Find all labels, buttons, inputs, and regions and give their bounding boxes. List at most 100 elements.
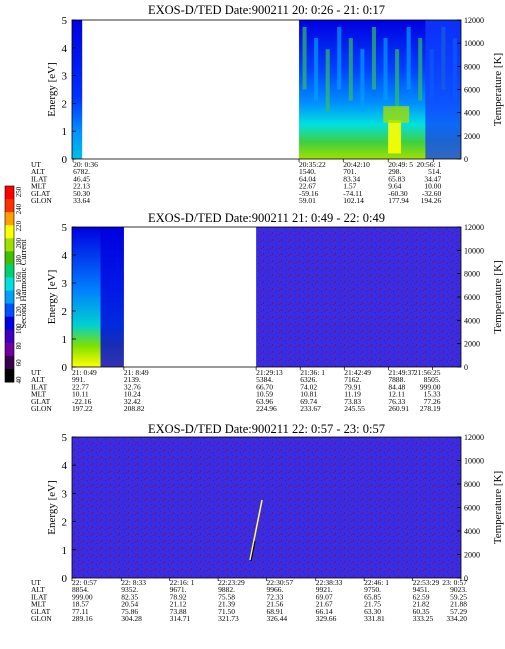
- data-hotspot: [388, 120, 402, 154]
- colorbar-tick-label: 250: [15, 186, 23, 197]
- colorbar-segment: [5, 316, 14, 331]
- ephemeris-row-label: MLT: [31, 182, 47, 191]
- y-tick-label: 4: [62, 460, 68, 472]
- y2-axis-label: Temperature [K]: [492, 260, 504, 333]
- spectrogram-panel: EXOS-D/TED Date:900211 22: 0:57 - 23: 0:…: [31, 422, 504, 623]
- ephemeris-row-label: GLON: [31, 404, 52, 413]
- ephemeris-value: 84.48: [388, 382, 405, 391]
- panel-title: EXOS-D/TED Date:900211 20: 0:26 - 21: 0:…: [148, 3, 385, 17]
- ephemeris-value: 74.02: [300, 382, 317, 391]
- ephemeris-value: 10.00: [424, 182, 441, 191]
- ephemeris-value: 9921.: [316, 585, 333, 594]
- ephemeris-value: 9451.: [413, 585, 430, 594]
- colorbar-segment: [5, 368, 14, 383]
- ephemeris-row-label: ILAT: [31, 592, 48, 601]
- ephemeris-value: 65.85: [364, 592, 381, 601]
- ephemeris-row-label: GLAT: [31, 607, 51, 616]
- ephemeris-value: 177.94: [388, 196, 409, 205]
- ephemeris-value: 22:16: 1: [170, 578, 195, 587]
- ephemeris-value: 329.66: [316, 614, 337, 623]
- ephemeris-value: 194.26: [421, 196, 442, 205]
- y-tick-label: 0: [62, 362, 68, 374]
- y-tick-label: 2: [62, 306, 68, 318]
- ephemeris-value: 514.: [428, 167, 441, 176]
- y-tick-label: 2: [62, 98, 68, 110]
- y-tick-label: 5: [62, 432, 68, 444]
- ephemeris-value: 10.24: [124, 390, 141, 399]
- ephemeris-value: 7888.: [388, 375, 405, 384]
- ephemeris-value: 233.67: [300, 404, 321, 413]
- y2-tick-label: 2000: [464, 551, 480, 560]
- ephemeris-row-label: UT: [31, 160, 41, 169]
- colorbar-segment: [5, 238, 14, 252]
- colorbar-tick-label: 140: [15, 289, 23, 300]
- y2-tick-label: 6000: [464, 86, 480, 95]
- ephemeris-value: 208.82: [124, 404, 145, 413]
- y-tick-label: 3: [62, 488, 68, 500]
- ephemeris-value: 7162.: [344, 375, 361, 384]
- ephemeris-value: 71.50: [218, 607, 235, 616]
- ephemeris-value: 21.88: [450, 600, 467, 609]
- data-stripe: [302, 26, 307, 90]
- ephemeris-row-label: ALT: [31, 375, 45, 384]
- ephemeris-value: 326.44: [267, 614, 288, 623]
- y2-tick-label: 8000: [464, 62, 480, 71]
- ephemeris-value: 197.22: [72, 404, 93, 413]
- colorbar-tick-label: 80: [15, 342, 23, 350]
- ephemeris-row-label: MLT: [31, 600, 47, 609]
- ephemeris-row-label: ILAT: [31, 174, 48, 183]
- ephemeris-row-label: GLON: [31, 614, 52, 623]
- ephemeris-value: -32.60: [422, 189, 442, 198]
- ephemeris-value: 22.77: [72, 382, 89, 391]
- ephemeris-value: 9966.: [267, 585, 284, 594]
- ephemeris-value: 9023.: [450, 585, 467, 594]
- ephemeris-value: 77.26: [424, 397, 441, 406]
- ephemeris-value: 245.55: [344, 404, 365, 413]
- colorbar-tick-label: 40: [15, 376, 23, 384]
- ephemeris-value: 75.58: [218, 592, 235, 601]
- y2-tick-label: 4000: [464, 109, 480, 118]
- ephemeris-value: 66.70: [256, 382, 273, 391]
- ephemeris-value: 64.04: [299, 174, 316, 183]
- colorbar-segment: [5, 303, 14, 318]
- ephemeris-row-label: ALT: [31, 585, 45, 594]
- y-tick-label: 3: [62, 71, 68, 83]
- ephemeris-value: 82.35: [121, 592, 138, 601]
- ephemeris-value: 21: 8:49: [124, 368, 149, 377]
- ephemeris-value: 20:56: 1: [416, 160, 441, 169]
- colorbar-segment: [5, 225, 14, 239]
- colorbar-tick-label: 60: [15, 359, 23, 367]
- data-region: [72, 437, 461, 578]
- data-trace: [250, 540, 256, 562]
- ephemeris-value: 50.30: [73, 189, 90, 198]
- ephemeris-value: 21.75: [364, 600, 381, 609]
- ephemeris-value: 2139.: [124, 375, 141, 384]
- y2-tick-label: 6000: [464, 293, 480, 302]
- ephemeris-value: 334.20: [446, 614, 467, 623]
- spectrogram-panel: EXOS-D/TED Date:900211 20: 0:26 - 21: 0:…: [31, 3, 504, 205]
- ephemeris-value: 22.13: [73, 182, 90, 191]
- data-stripe: [371, 26, 376, 90]
- y2-tick-label: 6000: [464, 504, 480, 513]
- ephemeris-value: 21.39: [218, 600, 235, 609]
- y2-tick-label: 10000: [464, 246, 484, 255]
- panel-title: EXOS-D/TED Date:900211 22: 0:57 - 23: 0:…: [148, 422, 385, 436]
- ephemeris-value: 314.71: [170, 614, 191, 623]
- ephemeris-value: 6326.: [300, 375, 317, 384]
- colorbar-segment: [5, 186, 14, 200]
- ephemeris-row-label: GLAT: [31, 189, 51, 198]
- y-tick-label: 1: [62, 126, 68, 138]
- data-stripe: [314, 38, 319, 101]
- colorbar-tick-label: 200: [15, 238, 23, 249]
- ephemeris-value: 46.45: [73, 174, 90, 183]
- y2-tick-label: 0: [464, 363, 468, 372]
- ephemeris-value: 20.54: [121, 600, 138, 609]
- ephemeris-value: 22:53:29: [413, 578, 440, 587]
- ephemeris-value: 69.07: [316, 592, 333, 601]
- ephemeris-value: 21: 0:49: [72, 368, 97, 377]
- spectrogram-panel: EXOS-D/TED Date:900211 21: 0:49 - 22: 0:…: [31, 211, 504, 413]
- ephemeris-value: 21.82: [413, 600, 430, 609]
- y-axis-label: Energy [eV]: [46, 62, 58, 116]
- ephemeris-value: 75.86: [121, 607, 138, 616]
- ephemeris-value: 9671.: [170, 585, 187, 594]
